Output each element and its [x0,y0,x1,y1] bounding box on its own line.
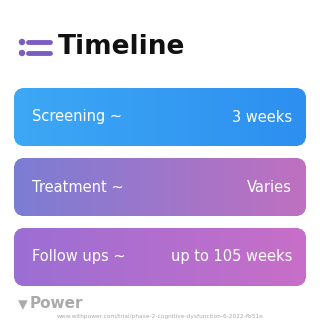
Text: up to 105 weeks: up to 105 weeks [171,250,292,265]
Circle shape [20,50,25,56]
Text: ▾: ▾ [18,295,28,314]
Text: Timeline: Timeline [58,35,185,60]
Circle shape [20,40,25,44]
Text: Varies: Varies [247,180,292,195]
Text: Screening ~: Screening ~ [32,110,122,125]
Text: Power: Power [30,296,84,311]
Text: www.withpower.com/trial/phase-2-cognitive-dysfunction-6-2022-fb51e: www.withpower.com/trial/phase-2-cognitiv… [57,314,263,319]
Text: Treatment ~: Treatment ~ [32,180,124,195]
FancyBboxPatch shape [14,88,306,146]
Text: Follow ups ~: Follow ups ~ [32,250,126,265]
FancyBboxPatch shape [14,158,306,216]
FancyBboxPatch shape [14,228,306,286]
Text: 3 weeks: 3 weeks [232,110,292,125]
